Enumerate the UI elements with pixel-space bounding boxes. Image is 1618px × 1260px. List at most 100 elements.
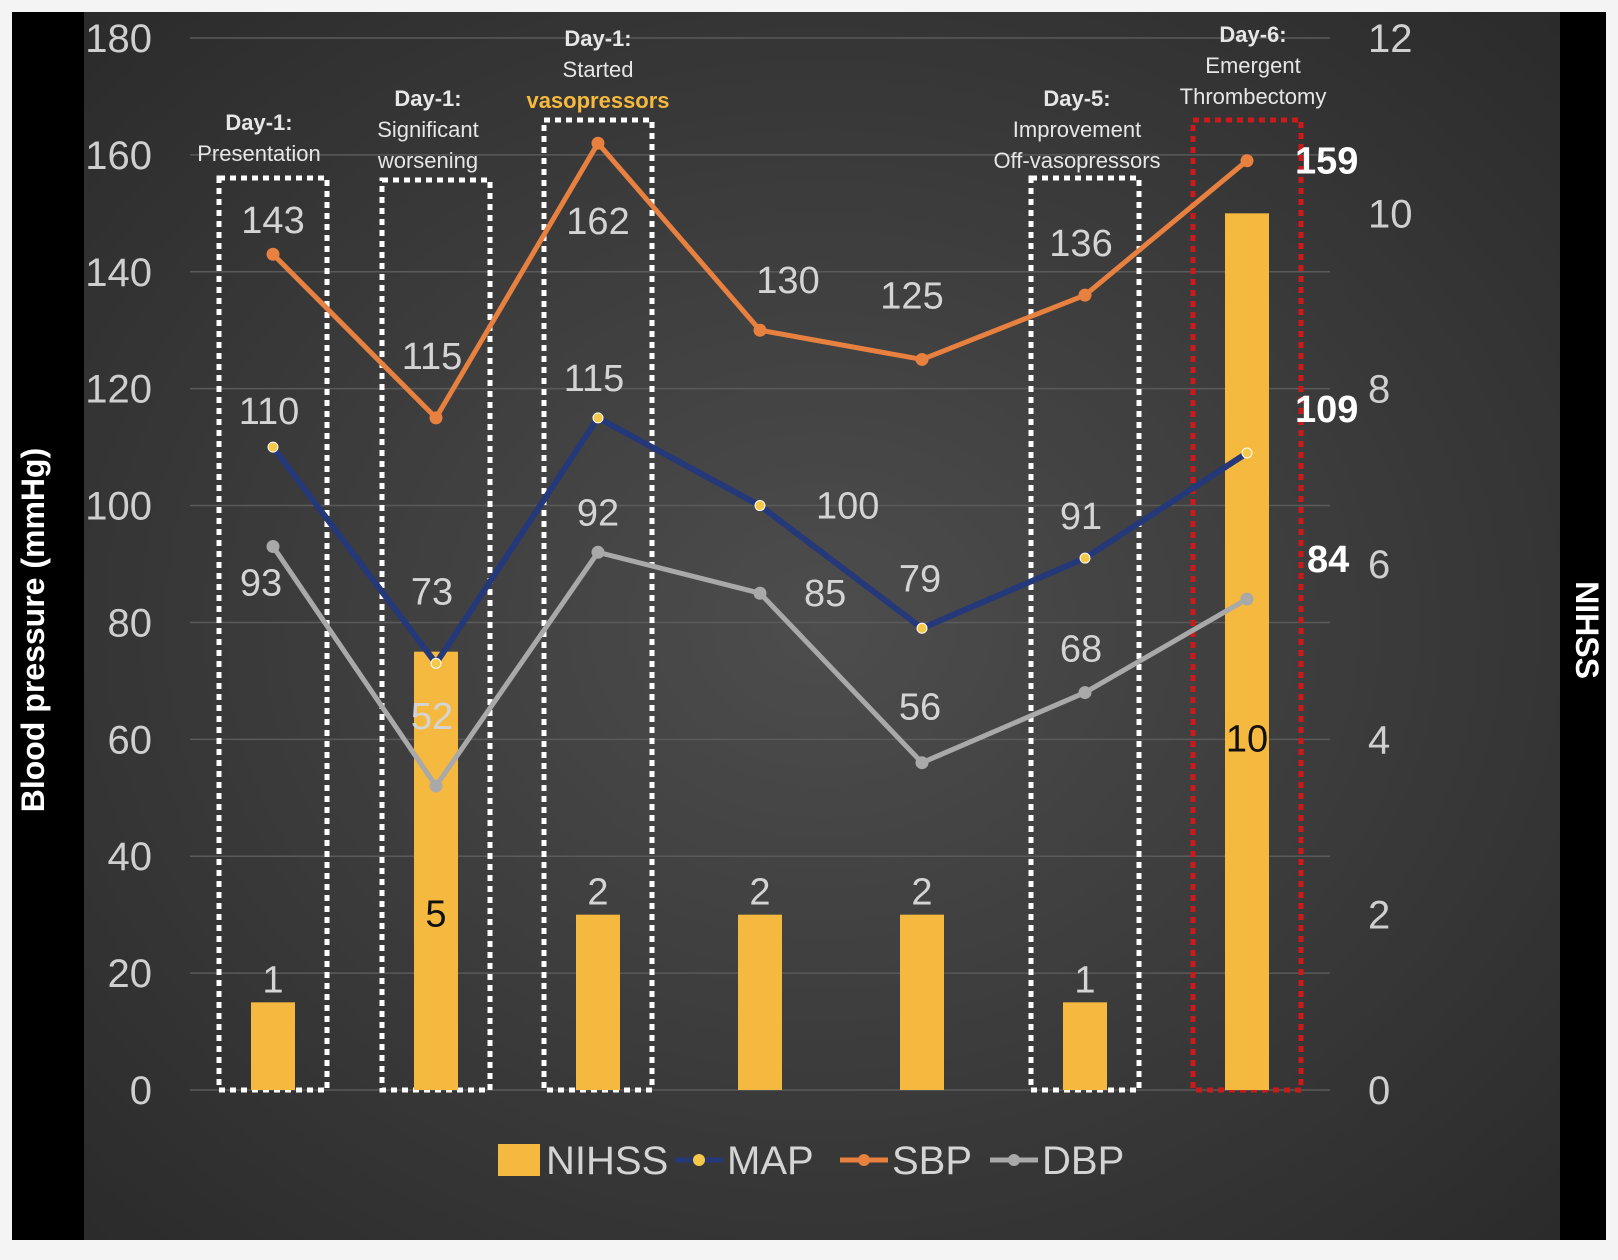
- y2-axis-tick-label: 0: [1368, 1069, 1390, 1113]
- bp-lines: [266, 136, 1254, 793]
- sbp-point: [1078, 288, 1092, 302]
- legend: NIHSS MAP SBP DBP: [498, 1139, 1124, 1183]
- legend-swatch-marker: [858, 1154, 870, 1166]
- map-point: [1241, 447, 1253, 459]
- y2-axis-tick-label: 2: [1368, 894, 1390, 938]
- sbp-data-label: 125: [880, 275, 943, 317]
- chart-background: [84, 12, 1560, 1240]
- dbp-data-label: 93: [240, 562, 282, 604]
- y-axis-tick-label: 120: [85, 368, 152, 412]
- sbp-data-label: 143: [241, 200, 304, 242]
- dbp-point: [753, 586, 767, 600]
- annotation-box: [216, 175, 330, 1093]
- sbp-data-label: 115: [402, 336, 463, 378]
- dbp-data-label: 84: [1307, 539, 1349, 581]
- annotation-text: vasopressors: [526, 88, 669, 113]
- nihss-bar: [900, 914, 944, 1090]
- y-axis-tick-label: 140: [85, 251, 152, 295]
- y-axis-tick-label: 20: [108, 952, 153, 996]
- nihss-bar: [1225, 213, 1269, 1091]
- legend-label: NIHSS: [546, 1139, 668, 1183]
- annotation-text: worsening: [377, 148, 478, 173]
- sbp-point: [429, 411, 443, 425]
- map-point: [916, 622, 928, 634]
- sbp-data-label: 159: [1295, 141, 1358, 183]
- nihss-data-label: 5: [425, 894, 446, 936]
- nihss-data-label: 1: [1074, 959, 1095, 1001]
- legend-swatch-marker: [693, 1154, 705, 1166]
- y-axis-tick-label: 160: [85, 134, 152, 178]
- y2-axis-tick-label: 4: [1368, 718, 1390, 762]
- sbp-point: [266, 247, 280, 261]
- annotation-text: Day-6:: [1219, 22, 1286, 47]
- map-data-label: 110: [239, 391, 300, 433]
- y-axis-title: Blood pressure (mmHg): [15, 448, 51, 812]
- annotations: Day-1: Presentation Day-1: Significant worse…: [197, 22, 1326, 173]
- dbp-data-label: 52: [411, 696, 453, 738]
- nihss-data-label: 10: [1226, 718, 1268, 760]
- y2-axis-tick-label: 10: [1368, 192, 1413, 236]
- annotation-text: Emergent: [1205, 53, 1300, 78]
- nihss-bar: [1063, 1002, 1107, 1090]
- nihss-bar: [738, 914, 782, 1090]
- nihss-bar: [414, 651, 458, 1090]
- legend-label: DBP: [1042, 1139, 1124, 1183]
- annotation-text: Day-1:: [394, 86, 461, 111]
- dbp-point: [591, 545, 605, 559]
- nihss-data-label: 1: [262, 959, 283, 1001]
- y-axis-tick-label: 100: [85, 485, 152, 529]
- nihss-bar: [251, 1002, 295, 1090]
- legend-label: MAP: [727, 1139, 814, 1183]
- legend-label: SBP: [892, 1139, 972, 1183]
- map-data-label: 100: [816, 486, 879, 528]
- map-data-label: 79: [899, 558, 941, 600]
- dbp-data-label: 92: [577, 492, 619, 534]
- annotation-text: Improvement: [1013, 117, 1141, 142]
- map-point: [592, 412, 604, 424]
- dbp-data-label: 68: [1060, 629, 1102, 671]
- map-data-label: 91: [1060, 496, 1102, 538]
- map-point: [430, 657, 442, 669]
- map-data-label: 109: [1295, 389, 1358, 431]
- map-data-label: 73: [411, 571, 453, 613]
- dbp-data-label: 85: [804, 573, 846, 615]
- y-axis-tick-label: 60: [108, 718, 153, 762]
- y-axis-tick-label: 0: [130, 1069, 152, 1113]
- annotation-text: Day-1:: [225, 110, 292, 135]
- annotation-text: Presentation: [197, 141, 321, 166]
- legend-swatch-nihss: [498, 1144, 540, 1176]
- sbp-data-label: 130: [756, 260, 819, 302]
- nihss-data-label: 2: [911, 872, 932, 914]
- y-axis-tick-label: 40: [108, 835, 153, 879]
- dbp-point: [915, 756, 929, 770]
- map-data-label: 115: [564, 358, 625, 400]
- dbp-point: [1240, 592, 1254, 606]
- dbp-point: [1078, 686, 1092, 700]
- sbp-point: [1240, 154, 1254, 168]
- annotation-text: Day-1:: [564, 26, 631, 51]
- sbp-point: [591, 136, 605, 150]
- annotation-text: Thrombectomy: [1180, 84, 1327, 109]
- nihss-data-label: 2: [587, 872, 608, 914]
- annotation-text: Off-vasopressors: [993, 148, 1160, 173]
- annotation-box: [1028, 175, 1142, 1093]
- map-point: [1079, 552, 1091, 564]
- sbp-data-label: 136: [1049, 223, 1112, 265]
- y2-axis-tick-label: 8: [1368, 368, 1390, 412]
- y2-axis-tick-label: 6: [1368, 543, 1390, 587]
- dbp-point: [266, 539, 280, 553]
- map-point: [754, 500, 766, 512]
- nihss-bars: [251, 213, 1269, 1091]
- nihss-bar: [576, 914, 620, 1090]
- sbp-point: [753, 323, 767, 337]
- map-point: [267, 441, 279, 453]
- y2-axis-title: NIHSS: [1569, 581, 1605, 679]
- legend-swatch-marker: [1008, 1154, 1020, 1166]
- y2-axis-tick-label: 12: [1368, 17, 1413, 61]
- dbp-point: [429, 779, 443, 793]
- sbp-data-label: 162: [566, 201, 629, 243]
